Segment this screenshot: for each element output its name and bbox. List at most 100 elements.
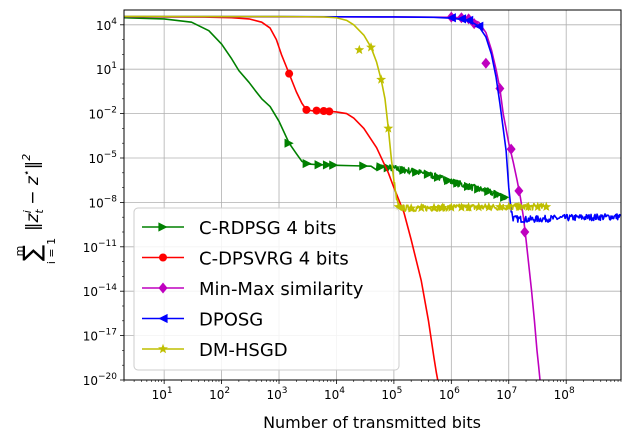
x-tick-exp: 2 bbox=[224, 386, 230, 396]
legend-entry: C-RDPSG 4 bits bbox=[142, 218, 336, 239]
series-marker bbox=[314, 160, 324, 170]
y-tick-base: 10 bbox=[88, 152, 103, 166]
legend: C-RDPSG 4 bits C-DPSVRG 4 bits Min-Max sim… bbox=[133, 207, 400, 371]
series-marker bbox=[322, 160, 333, 170]
legend-entry: Min-Max similarity bbox=[142, 279, 364, 300]
legend-label: C-RDPSG 4 bits bbox=[199, 218, 336, 239]
x-tick-base: 10 bbox=[381, 388, 396, 402]
series-marker bbox=[302, 105, 311, 114]
series-marker bbox=[541, 201, 552, 212]
x-tick-label: 107 bbox=[496, 386, 517, 402]
y-tick-label: 10−14 bbox=[83, 283, 118, 299]
legend-label: DM-HSGD bbox=[199, 340, 288, 361]
series-dm-hsgd bbox=[124, 15, 552, 213]
y-tick-base: 10 bbox=[96, 63, 111, 77]
x-tick-label: 103 bbox=[267, 386, 288, 402]
legend-entry: DM-HSGD bbox=[142, 340, 288, 361]
legend-label: DPOSG bbox=[199, 310, 263, 331]
series-marker bbox=[383, 123, 394, 133]
y-label-sup: i bbox=[21, 210, 34, 213]
y-tick-label: 10−8 bbox=[88, 194, 117, 210]
y-tick-exp: −8 bbox=[104, 194, 118, 204]
y-tick-exp: −11 bbox=[98, 239, 117, 249]
y-tick-exp: −5 bbox=[104, 150, 117, 160]
series-marker bbox=[481, 57, 491, 69]
series-marker bbox=[532, 201, 543, 212]
series-dposg bbox=[124, 13, 621, 224]
x-tick-exp: 4 bbox=[339, 386, 345, 396]
y-tick-exp: −14 bbox=[98, 283, 117, 293]
y-label-body: ‖zti − z⋆‖2 bbox=[20, 154, 46, 231]
x-tick-exp: 3 bbox=[282, 386, 288, 396]
x-tick-base: 10 bbox=[267, 388, 282, 402]
y-tick-base: 10 bbox=[83, 285, 98, 299]
series-marker bbox=[329, 160, 339, 170]
legend-label: Min-Max similarity bbox=[199, 279, 364, 300]
x-ticks: 101 102 103 104 105 106 107 108 bbox=[123, 380, 622, 402]
legend-marker bbox=[159, 253, 167, 262]
series-marker bbox=[446, 13, 456, 23]
y-tick-label: 10−11 bbox=[83, 239, 117, 255]
x-axis-label: Number of transmitted bits bbox=[263, 413, 481, 432]
series-marker bbox=[383, 163, 393, 173]
legend-marker bbox=[158, 282, 168, 294]
x-tick-exp: 8 bbox=[569, 386, 575, 396]
y-label-rest: − z bbox=[23, 175, 43, 210]
series-marker bbox=[416, 202, 427, 213]
y-tick-label: 10−2 bbox=[88, 106, 117, 122]
y-tick-exp: 4 bbox=[111, 17, 117, 27]
plot-frame bbox=[123, 9, 622, 381]
series-marker bbox=[464, 15, 474, 25]
y-tick-base: 10 bbox=[83, 374, 98, 388]
legend-marker bbox=[158, 313, 168, 324]
series-marker bbox=[474, 21, 484, 31]
series-marker bbox=[514, 185, 524, 197]
legend-label: C-DPSVRG 4 bits bbox=[199, 249, 349, 270]
y-label-lower: i = 1 bbox=[45, 238, 58, 264]
series-marker bbox=[412, 167, 422, 177]
x-tick-base: 10 bbox=[554, 388, 569, 402]
series-marker bbox=[429, 202, 439, 213]
y-tick-exp: −2 bbox=[104, 106, 117, 116]
series-marker bbox=[464, 181, 474, 192]
series-marker bbox=[494, 201, 505, 212]
series-marker bbox=[325, 107, 334, 116]
series-marker bbox=[312, 106, 321, 115]
series-line bbox=[124, 15, 621, 224]
legend-marker bbox=[158, 343, 168, 354]
y-tick-base: 10 bbox=[96, 19, 111, 33]
y-tick-label: 10−17 bbox=[83, 328, 117, 344]
x-tick-base: 10 bbox=[324, 388, 339, 402]
y-label-star: ⋆ bbox=[20, 169, 33, 176]
x-tick-exp: 6 bbox=[454, 386, 460, 396]
x-tick-exp: 1 bbox=[167, 386, 173, 396]
y-tick-base: 10 bbox=[83, 241, 98, 255]
series-marker bbox=[423, 169, 434, 179]
legend-entry: DPOSG bbox=[142, 310, 263, 331]
series-marker bbox=[406, 203, 417, 213]
x-tick-label: 104 bbox=[324, 386, 345, 402]
series-marker bbox=[437, 202, 448, 212]
x-tick-label: 101 bbox=[152, 386, 173, 402]
y-label-norm-close: ‖ bbox=[23, 161, 43, 170]
y-tick-exp: 1 bbox=[111, 61, 117, 71]
series-marker bbox=[513, 201, 524, 212]
series-marker bbox=[433, 172, 444, 182]
series-marker bbox=[503, 201, 514, 212]
series-marker bbox=[473, 201, 484, 212]
y-tick-label: 101 bbox=[96, 61, 117, 77]
y-axis-label: ∑ m i = 1 ‖zti − z⋆‖2 bbox=[13, 154, 58, 264]
x-tick-exp: 5 bbox=[397, 386, 403, 396]
y-tick-label: 10−5 bbox=[88, 150, 117, 166]
series-layer bbox=[124, 11, 621, 380]
x-tick-base: 10 bbox=[152, 388, 167, 402]
x-tick-base: 10 bbox=[209, 388, 224, 402]
y-label-upper: m bbox=[13, 246, 26, 257]
legend-marker bbox=[158, 222, 168, 232]
series-marker bbox=[453, 178, 463, 188]
x-tick-base: 10 bbox=[439, 388, 454, 402]
series-marker bbox=[523, 201, 534, 212]
series-marker bbox=[456, 202, 467, 212]
